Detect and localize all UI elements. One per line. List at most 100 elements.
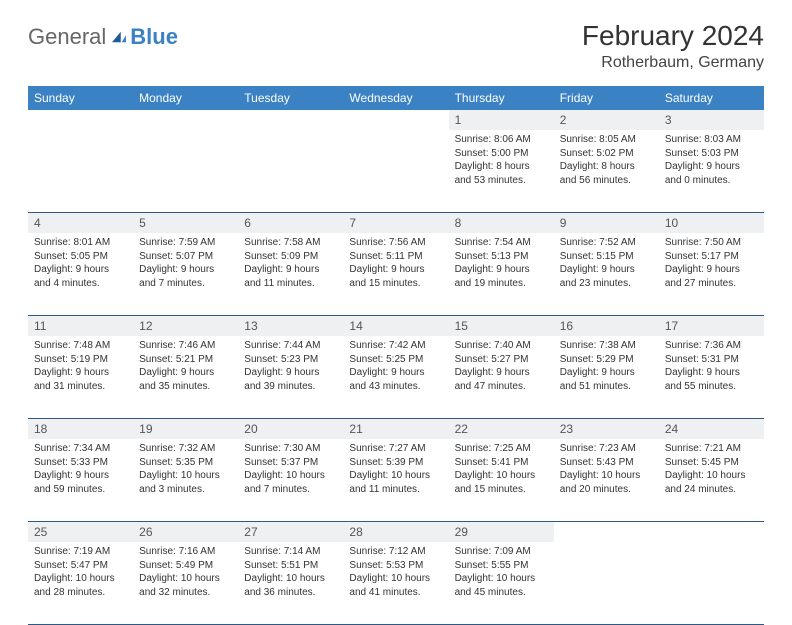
day-cell: Sunrise: 7:40 AMSunset: 5:27 PMDaylight:… xyxy=(449,336,554,419)
day-cell: Sunrise: 7:19 AMSunset: 5:47 PMDaylight:… xyxy=(28,542,133,625)
day-number: 13 xyxy=(238,316,343,337)
day-details: Sunrise: 8:05 AMSunset: 5:02 PMDaylight:… xyxy=(554,130,659,193)
calendar-table: SundayMondayTuesdayWednesdayThursdayFrid… xyxy=(28,86,764,625)
day-number xyxy=(659,522,764,543)
day-details: Sunrise: 7:52 AMSunset: 5:15 PMDaylight:… xyxy=(554,233,659,296)
day-details: Sunrise: 7:09 AMSunset: 5:55 PMDaylight:… xyxy=(449,542,554,605)
day-number: 26 xyxy=(133,522,238,543)
day-cell: Sunrise: 7:14 AMSunset: 5:51 PMDaylight:… xyxy=(238,542,343,625)
day-cell: Sunrise: 7:56 AMSunset: 5:11 PMDaylight:… xyxy=(343,233,448,316)
calendar-head: SundayMondayTuesdayWednesdayThursdayFrid… xyxy=(28,86,764,110)
day-details: Sunrise: 7:21 AMSunset: 5:45 PMDaylight:… xyxy=(659,439,764,502)
day-cell: Sunrise: 7:46 AMSunset: 5:21 PMDaylight:… xyxy=(133,336,238,419)
day-number: 6 xyxy=(238,213,343,234)
day-number xyxy=(238,110,343,130)
day-details: Sunrise: 7:56 AMSunset: 5:11 PMDaylight:… xyxy=(343,233,448,296)
day-header: Monday xyxy=(133,86,238,110)
day-details: Sunrise: 7:14 AMSunset: 5:51 PMDaylight:… xyxy=(238,542,343,605)
day-number: 5 xyxy=(133,213,238,234)
day-cell: Sunrise: 7:54 AMSunset: 5:13 PMDaylight:… xyxy=(449,233,554,316)
day-cell: Sunrise: 8:05 AMSunset: 5:02 PMDaylight:… xyxy=(554,130,659,213)
day-details: Sunrise: 7:59 AMSunset: 5:07 PMDaylight:… xyxy=(133,233,238,296)
day-cell xyxy=(554,542,659,625)
day-details: Sunrise: 7:50 AMSunset: 5:17 PMDaylight:… xyxy=(659,233,764,296)
day-cell: Sunrise: 7:52 AMSunset: 5:15 PMDaylight:… xyxy=(554,233,659,316)
day-details: Sunrise: 7:23 AMSunset: 5:43 PMDaylight:… xyxy=(554,439,659,502)
day-cell: Sunrise: 7:21 AMSunset: 5:45 PMDaylight:… xyxy=(659,439,764,522)
day-cell xyxy=(659,542,764,625)
day-cell xyxy=(343,130,448,213)
day-number: 9 xyxy=(554,213,659,234)
day-details: Sunrise: 7:40 AMSunset: 5:27 PMDaylight:… xyxy=(449,336,554,399)
month-title: February 2024 xyxy=(582,20,764,52)
day-content-row: Sunrise: 8:01 AMSunset: 5:05 PMDaylight:… xyxy=(28,233,764,316)
day-cell: Sunrise: 8:03 AMSunset: 5:03 PMDaylight:… xyxy=(659,130,764,213)
day-number xyxy=(554,522,659,543)
day-details: Sunrise: 7:58 AMSunset: 5:09 PMDaylight:… xyxy=(238,233,343,296)
day-number-row: 45678910 xyxy=(28,213,764,234)
day-number: 14 xyxy=(343,316,448,337)
title-block: February 2024 Rotherbaum, Germany xyxy=(582,20,764,72)
day-content-row: Sunrise: 7:34 AMSunset: 5:33 PMDaylight:… xyxy=(28,439,764,522)
day-cell: Sunrise: 7:09 AMSunset: 5:55 PMDaylight:… xyxy=(449,542,554,625)
day-cell: Sunrise: 7:38 AMSunset: 5:29 PMDaylight:… xyxy=(554,336,659,419)
day-header: Thursday xyxy=(449,86,554,110)
day-number: 28 xyxy=(343,522,448,543)
day-number: 4 xyxy=(28,213,133,234)
day-number-row: 18192021222324 xyxy=(28,419,764,440)
day-cell: Sunrise: 7:44 AMSunset: 5:23 PMDaylight:… xyxy=(238,336,343,419)
day-cell: Sunrise: 7:32 AMSunset: 5:35 PMDaylight:… xyxy=(133,439,238,522)
day-cell: Sunrise: 7:42 AMSunset: 5:25 PMDaylight:… xyxy=(343,336,448,419)
day-details: Sunrise: 8:01 AMSunset: 5:05 PMDaylight:… xyxy=(28,233,133,296)
day-number: 12 xyxy=(133,316,238,337)
day-details: Sunrise: 7:44 AMSunset: 5:23 PMDaylight:… xyxy=(238,336,343,399)
day-content-row: Sunrise: 7:19 AMSunset: 5:47 PMDaylight:… xyxy=(28,542,764,625)
day-details: Sunrise: 7:46 AMSunset: 5:21 PMDaylight:… xyxy=(133,336,238,399)
header: General Blue February 2024 Rotherbaum, G… xyxy=(28,20,764,72)
day-cell: Sunrise: 7:12 AMSunset: 5:53 PMDaylight:… xyxy=(343,542,448,625)
day-cell: Sunrise: 7:50 AMSunset: 5:17 PMDaylight:… xyxy=(659,233,764,316)
day-number: 20 xyxy=(238,419,343,440)
day-details: Sunrise: 7:42 AMSunset: 5:25 PMDaylight:… xyxy=(343,336,448,399)
day-details: Sunrise: 8:06 AMSunset: 5:00 PMDaylight:… xyxy=(449,130,554,193)
day-number: 18 xyxy=(28,419,133,440)
location-text: Rotherbaum, Germany xyxy=(582,54,764,72)
calendar-body: 123Sunrise: 8:06 AMSunset: 5:00 PMDaylig… xyxy=(28,110,764,625)
day-cell: Sunrise: 8:06 AMSunset: 5:00 PMDaylight:… xyxy=(449,130,554,213)
day-number-row: 11121314151617 xyxy=(28,316,764,337)
day-cell: Sunrise: 7:23 AMSunset: 5:43 PMDaylight:… xyxy=(554,439,659,522)
day-header: Saturday xyxy=(659,86,764,110)
day-number xyxy=(133,110,238,130)
day-cell: Sunrise: 7:59 AMSunset: 5:07 PMDaylight:… xyxy=(133,233,238,316)
day-number: 11 xyxy=(28,316,133,337)
day-number: 10 xyxy=(659,213,764,234)
day-number: 7 xyxy=(343,213,448,234)
day-cell: Sunrise: 7:30 AMSunset: 5:37 PMDaylight:… xyxy=(238,439,343,522)
day-details: Sunrise: 7:38 AMSunset: 5:29 PMDaylight:… xyxy=(554,336,659,399)
day-number: 24 xyxy=(659,419,764,440)
day-details: Sunrise: 7:48 AMSunset: 5:19 PMDaylight:… xyxy=(28,336,133,399)
day-number xyxy=(28,110,133,130)
day-details: Sunrise: 7:19 AMSunset: 5:47 PMDaylight:… xyxy=(28,542,133,605)
day-number: 17 xyxy=(659,316,764,337)
day-details: Sunrise: 7:25 AMSunset: 5:41 PMDaylight:… xyxy=(449,439,554,502)
day-number: 15 xyxy=(449,316,554,337)
sail-icon xyxy=(110,30,128,44)
day-number: 27 xyxy=(238,522,343,543)
day-number-row: 2526272829 xyxy=(28,522,764,543)
day-cell: Sunrise: 7:58 AMSunset: 5:09 PMDaylight:… xyxy=(238,233,343,316)
day-details: Sunrise: 7:16 AMSunset: 5:49 PMDaylight:… xyxy=(133,542,238,605)
day-content-row: Sunrise: 7:48 AMSunset: 5:19 PMDaylight:… xyxy=(28,336,764,419)
day-number: 29 xyxy=(449,522,554,543)
day-number: 25 xyxy=(28,522,133,543)
day-number: 22 xyxy=(449,419,554,440)
day-header: Wednesday xyxy=(343,86,448,110)
day-header: Friday xyxy=(554,86,659,110)
day-number: 23 xyxy=(554,419,659,440)
day-number xyxy=(343,110,448,130)
day-number: 3 xyxy=(659,110,764,130)
day-number: 1 xyxy=(449,110,554,130)
day-number: 8 xyxy=(449,213,554,234)
day-cell: Sunrise: 7:27 AMSunset: 5:39 PMDaylight:… xyxy=(343,439,448,522)
day-details: Sunrise: 7:32 AMSunset: 5:35 PMDaylight:… xyxy=(133,439,238,502)
